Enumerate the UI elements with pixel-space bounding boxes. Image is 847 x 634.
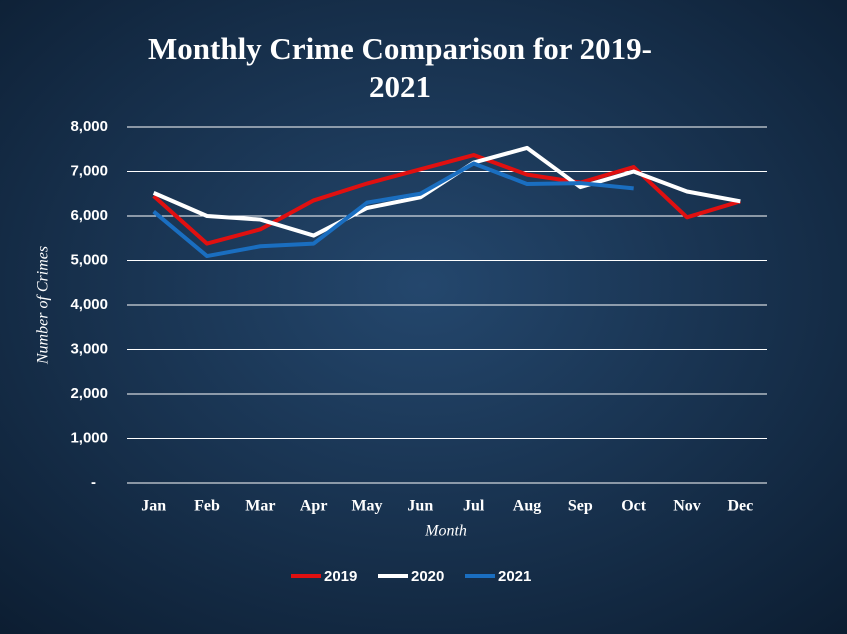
x-tick-label: Nov [673,498,701,515]
legend-label: 2020 [411,568,444,585]
x-tick-label: Aug [513,498,541,515]
y-tick-label: 7,000 [70,162,108,179]
y-tick-label: 4,000 [70,296,108,313]
x-tick-label: Mar [245,498,275,515]
x-tick-label: Jan [141,498,166,515]
y-tick-label: - [91,474,96,491]
y-tick-label: 5,000 [70,251,108,268]
x-tick-label: May [351,498,382,515]
y-tick-label: 2,000 [70,385,108,402]
series-line [152,161,634,259]
y-axis-title: Number of Crimes [35,246,52,365]
x-tick-label: Jun [407,498,433,515]
y-tick-label: 1,000 [70,429,108,446]
y-tick-label: 6,000 [70,207,108,224]
x-tick-label: Jul [463,498,485,515]
y-tick-label: 3,000 [70,340,108,357]
x-tick-label: Dec [727,498,753,515]
x-tick-label: Oct [621,498,647,515]
legend-label: 2019 [324,568,357,585]
chart-title: Monthly Crime Comparison for 2019-2021 [148,31,652,104]
x-tick-label: Sep [568,498,593,515]
x-tick-label: Apr [300,498,328,515]
x-tick-label: Feb [194,498,220,515]
y-tick-label: 8,000 [70,118,108,135]
legend-label: 2021 [498,568,531,585]
x-axis-title: Month [424,523,467,540]
